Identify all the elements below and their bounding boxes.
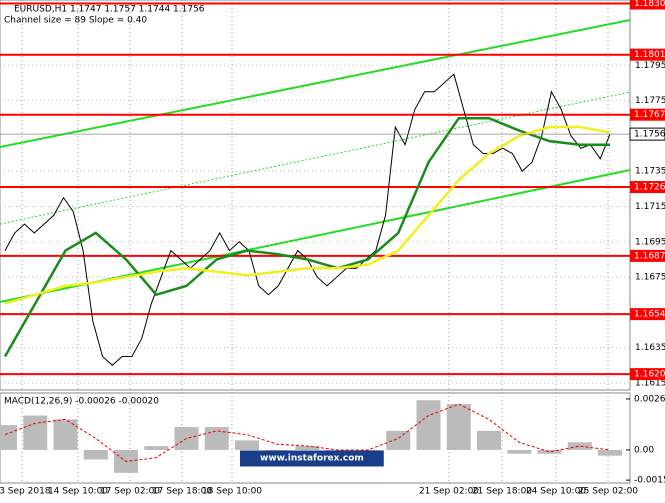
y-tick-label: 1.1615	[635, 378, 665, 388]
watermark: www.instaforex.com	[260, 454, 364, 464]
macd-bar	[567, 442, 592, 450]
macd-bar	[477, 430, 501, 450]
level-label: 1.1687	[634, 251, 665, 261]
macd-tick-label: -0.00158	[634, 476, 665, 486]
x-tick-label: 14 Sep 10:00	[48, 487, 108, 497]
chart-title: EURUSD,H1 1.1747 1.1757 1.1744 1.1756	[14, 5, 205, 15]
macd-bar	[446, 404, 471, 450]
level-tag	[630, 0, 665, 10]
macd-bar	[507, 449, 532, 454]
macd-title: MACD(12,26,9) -0.00026 -0.00020	[4, 397, 159, 407]
y-tick-label: 1.1695	[635, 237, 665, 247]
y-tick-label: 1.1635	[635, 343, 665, 353]
watermark-bg	[240, 450, 384, 467]
current-price-label: 1.1756	[634, 130, 665, 140]
macd-bar	[386, 430, 411, 450]
x-tick-label: 24 Sep 10:00	[526, 487, 586, 497]
level-tag	[630, 249, 665, 262]
y-tick-label: 1.1675	[635, 273, 665, 283]
macd-bar	[416, 400, 441, 450]
chart-subtitle: Channel size = 89 Slope = 0.40	[4, 16, 147, 26]
macd-panel	[0, 392, 631, 484]
macd-bar	[295, 446, 320, 450]
x-tick-label: 18 Sep 10:00	[202, 487, 262, 497]
level-label: 1.1620	[634, 370, 665, 380]
x-tick-label: 13 Sep 2018	[0, 487, 51, 497]
level-label: 1.1801	[634, 50, 665, 60]
macd-bar	[0, 425, 17, 450]
macd-bar	[23, 415, 48, 450]
macd-bar	[265, 449, 290, 451]
macd-bar	[537, 449, 562, 454]
macd-bar	[598, 449, 622, 456]
level-tag	[630, 308, 665, 321]
ma-line	[3, 116, 610, 358]
x-tick-label: 21 Sep 02:00	[419, 487, 479, 497]
level-label: 1.1767	[634, 110, 665, 120]
level-label: 1.1726	[634, 183, 665, 193]
level-label: 1.1830	[634, 0, 665, 9]
macd-bar	[235, 440, 259, 450]
macd-bar	[144, 446, 169, 450]
level-label: 1.1654	[634, 310, 665, 320]
macd-bar	[83, 449, 108, 460]
y-tick-label: 1.1795	[635, 61, 665, 71]
x-tick-label: 17 Sep 18:00	[152, 487, 212, 497]
macd-tick-label: 0.00	[634, 445, 654, 455]
y-tick-label: 1.1775	[635, 96, 665, 106]
current-price-tag	[629, 127, 665, 141]
macd-tick-label: 0.00267	[634, 394, 665, 404]
macd-signal	[4, 403, 611, 462]
channel-upper	[0, 19, 631, 148]
macd-bar	[53, 419, 78, 450]
level-tag	[630, 368, 665, 381]
x-tick-label: 17 Sep 02:00	[100, 487, 160, 497]
y-tick-label: 1.1715	[635, 202, 665, 212]
x-tick-label: 25 Sep 02:00	[578, 487, 638, 497]
y-tick-label: 1.1735	[635, 167, 665, 177]
level-tag	[630, 181, 665, 194]
level-tag	[630, 108, 665, 121]
price-panel	[0, 0, 631, 391]
x-tick-label: 21 Sep 18:00	[472, 487, 532, 497]
macd-bar	[204, 427, 229, 450]
level-tag	[630, 48, 665, 61]
ma-line	[4, 125, 611, 305]
